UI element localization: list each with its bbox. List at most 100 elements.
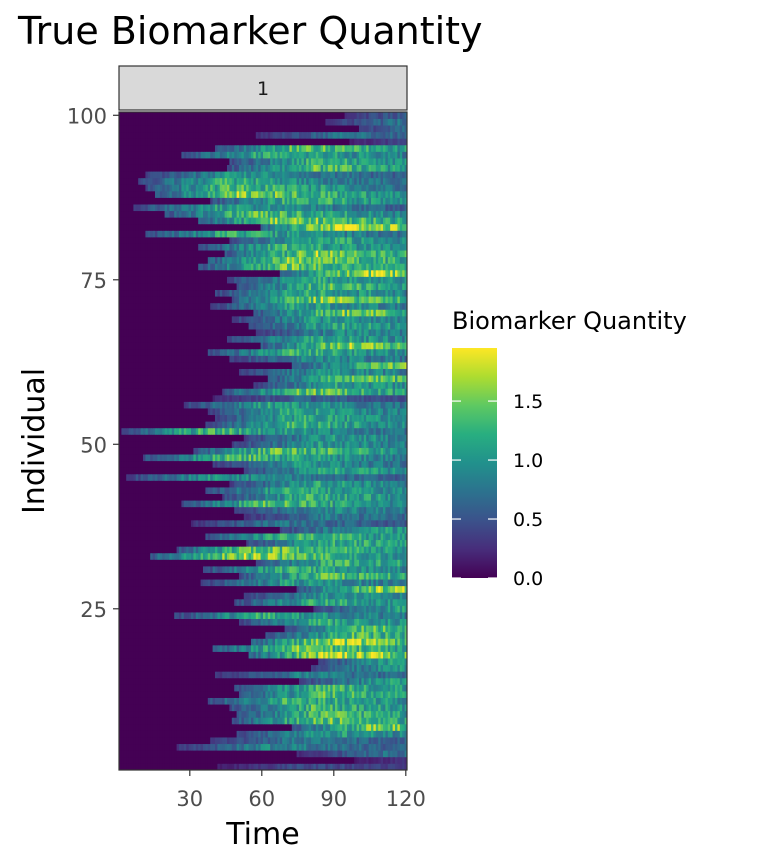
- heatmap-cell: [234, 493, 237, 501]
- heatmap-cell: [279, 598, 283, 606]
- heatmap-cell: [164, 631, 168, 639]
- heatmap-cell: [227, 644, 230, 652]
- heatmap-cell: [323, 684, 326, 692]
- heatmap-cell: [251, 513, 254, 521]
- heatmap-cell: [296, 559, 300, 567]
- heatmap-cell: [342, 566, 345, 573]
- heatmap-cell: [159, 750, 163, 758]
- heatmap-cell: [191, 625, 194, 633]
- heatmap-cell: [339, 585, 343, 593]
- heatmap-cell: [402, 605, 405, 613]
- heatmap-cell: [224, 644, 228, 652]
- heatmap-cell: [241, 710, 245, 718]
- heatmap-cell: [253, 493, 257, 501]
- heatmap-cell: [371, 631, 374, 639]
- heatmap-cell: [155, 697, 158, 705]
- heatmap-cell: [152, 605, 156, 613]
- heatmap-cell: [186, 513, 189, 521]
- heatmap-cell: [179, 763, 182, 771]
- heatmap-cell: [344, 743, 348, 751]
- heatmap-cell: [277, 539, 281, 547]
- heatmap-cell: [145, 519, 149, 527]
- heatmap-cell: [270, 651, 273, 659]
- heatmap-cell: [339, 533, 343, 541]
- heatmap-cell: [392, 566, 396, 573]
- heatmap-cell: [359, 750, 362, 758]
- heatmap-cell: [327, 612, 331, 620]
- heatmap-cell: [121, 585, 125, 593]
- heatmap-cell: [229, 638, 233, 646]
- heatmap-cell: [239, 618, 242, 626]
- heatmap-cell: [380, 585, 384, 593]
- heatmap-cell: [263, 585, 266, 593]
- heatmap-cell: [159, 651, 163, 659]
- heatmap-cell: [231, 756, 235, 764]
- heatmap-cell: [258, 572, 261, 580]
- heatmap-cell: [145, 651, 149, 659]
- heatmap-cell: [128, 533, 132, 541]
- heatmap-cell: [282, 572, 285, 580]
- heatmap-cell: [397, 631, 401, 639]
- heatmap-cell: [373, 598, 377, 606]
- heatmap-cell: [366, 651, 369, 659]
- heatmap-cell: [195, 763, 199, 771]
- heatmap-cell: [205, 691, 209, 698]
- heatmap-cell: [342, 631, 345, 639]
- heatmap-cell: [123, 750, 127, 758]
- heatmap-cell: [330, 506, 333, 514]
- heatmap-cell: [155, 631, 158, 639]
- heatmap-cell: [135, 664, 139, 672]
- heatmap-cell: [263, 704, 266, 712]
- heatmap-cell: [121, 730, 125, 738]
- heatmap-cell: [174, 592, 177, 600]
- heatmap-cell: [159, 704, 163, 712]
- heatmap-cell: [152, 730, 156, 738]
- heatmap-cell: [395, 559, 398, 567]
- heatmap-cell: [390, 691, 393, 698]
- heatmap-cell: [157, 704, 161, 712]
- heatmap-cell: [351, 730, 355, 738]
- heatmap-cell: [227, 697, 230, 705]
- heatmap-cell: [255, 756, 259, 764]
- heatmap-cell: [404, 546, 408, 554]
- heatmap-cell: [366, 612, 369, 620]
- heatmap-cell: [236, 730, 240, 738]
- heatmap-cell: [162, 612, 165, 620]
- heatmap-cell: [380, 631, 384, 639]
- heatmap-cell: [263, 658, 266, 666]
- heatmap-cell: [224, 651, 228, 659]
- heatmap-cell: [342, 605, 345, 613]
- heatmap-cell: [404, 612, 408, 620]
- heatmap-cell: [279, 625, 283, 633]
- heatmap-cell: [152, 612, 156, 620]
- heatmap-cell: [380, 756, 384, 764]
- heatmap-cell: [145, 625, 149, 633]
- heatmap-cell: [272, 704, 276, 712]
- heatmap-cell: [335, 513, 338, 521]
- heatmap-cell: [371, 572, 374, 580]
- heatmap-cell: [361, 717, 365, 725]
- heatmap-cell: [179, 592, 182, 600]
- heatmap-cell: [279, 592, 283, 600]
- heatmap-cell: [253, 618, 257, 626]
- heatmap-cell: [301, 546, 305, 554]
- heatmap-cell: [330, 572, 333, 580]
- heatmap-cell: [404, 539, 408, 547]
- heatmap-cell: [176, 697, 180, 705]
- heatmap-cell: [123, 546, 127, 554]
- heatmap-cell: [152, 717, 156, 725]
- heatmap-cell: [359, 625, 362, 633]
- heatmap-cell: [335, 704, 338, 712]
- heatmap-cell: [215, 559, 218, 567]
- heatmap-cell: [215, 585, 218, 593]
- heatmap-cell: [152, 625, 156, 633]
- heatmap-cell: [299, 585, 302, 593]
- heatmap-cell: [143, 559, 146, 567]
- heatmap-cell: [155, 723, 158, 731]
- heatmap-cell: [323, 658, 326, 666]
- heatmap-cell: [126, 513, 129, 521]
- heatmap-cell: [195, 612, 199, 620]
- heatmap-cell: [224, 671, 228, 679]
- heatmap-cell: [147, 605, 151, 613]
- heatmap-cell: [248, 500, 252, 508]
